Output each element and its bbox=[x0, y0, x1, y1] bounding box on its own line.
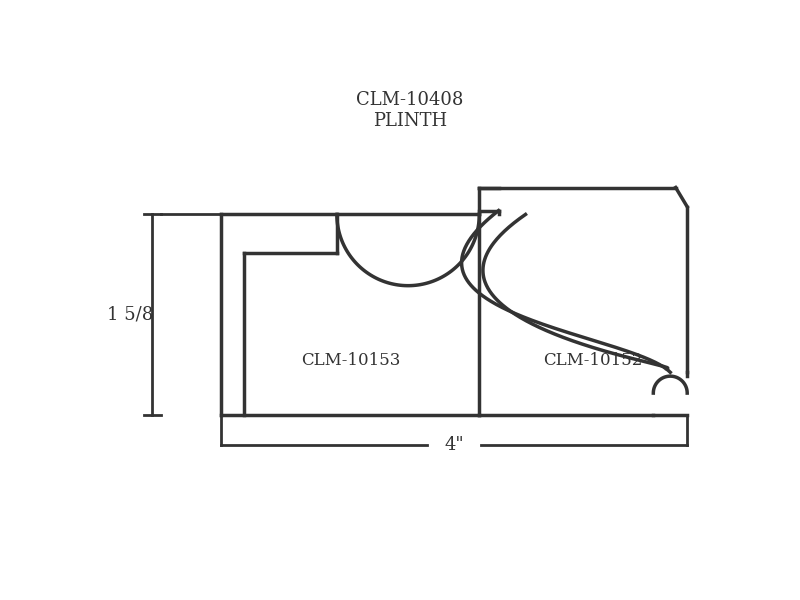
Text: 4": 4" bbox=[445, 436, 464, 454]
Text: CLM-10153: CLM-10153 bbox=[301, 352, 400, 369]
Text: CLM-10408: CLM-10408 bbox=[356, 91, 464, 109]
Text: 1 5/8: 1 5/8 bbox=[107, 305, 154, 323]
Text: CLM-10152: CLM-10152 bbox=[543, 352, 642, 369]
Text: PLINTH: PLINTH bbox=[373, 112, 447, 130]
